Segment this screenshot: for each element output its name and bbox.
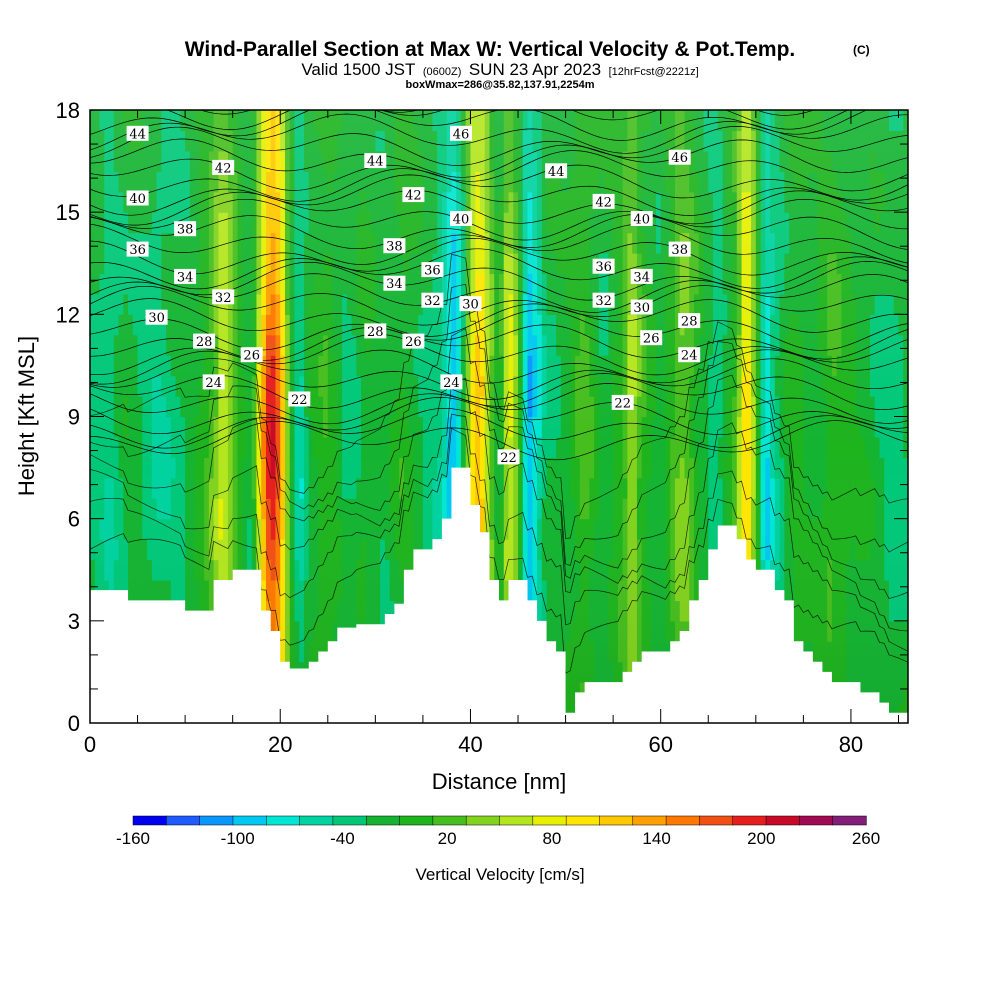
subtitle-date: SUN 23 Apr 2023 [469, 60, 601, 79]
subtitle-forecast: [12hrFcst@2221z] [609, 66, 699, 78]
chart-subtitle-2: boxWmax=286@35.82,137.91,2254m [406, 79, 595, 91]
chart-title-mark: (C) [853, 43, 870, 57]
chart-title: Wind-Parallel Section at Max W: Vertical… [185, 38, 796, 61]
plot-area: 4442403836343230282624224644424038363432… [90, 110, 908, 723]
subtitle-valid-time: Valid 1500 JST [301, 60, 415, 79]
subtitle-utc-time: (0600Z) [423, 66, 462, 78]
chart-subtitle: Valid 1500 JST (0600Z) SUN 23 Apr 2023 [… [301, 60, 698, 79]
